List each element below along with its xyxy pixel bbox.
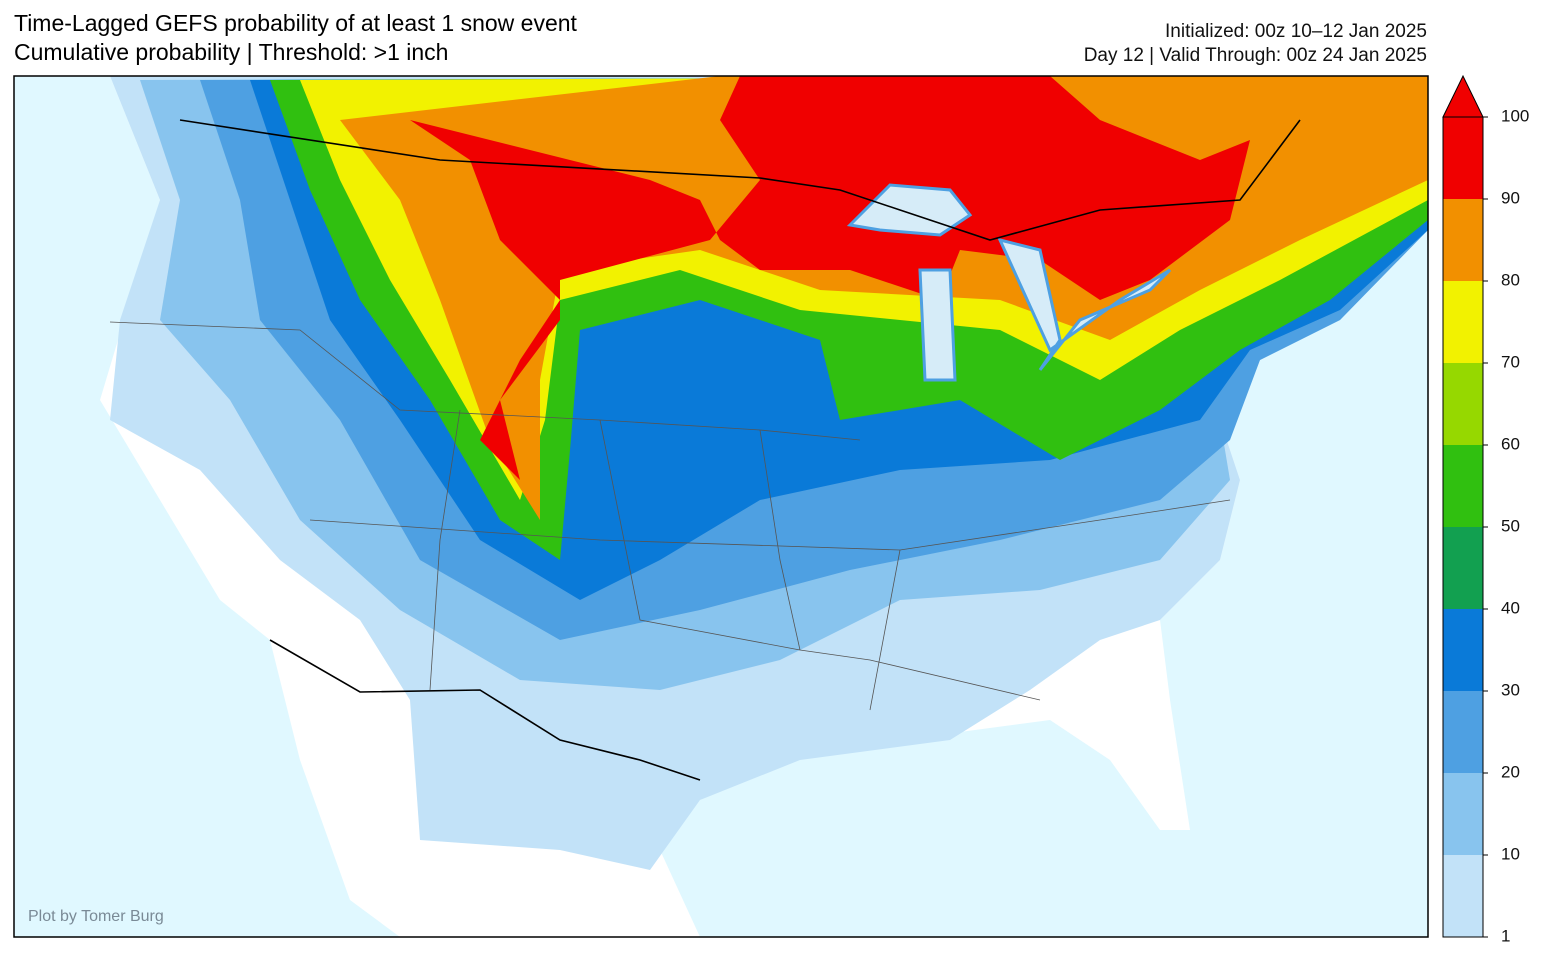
colorbar-segment [1443, 773, 1483, 855]
colorbar-label: 1 [1501, 926, 1510, 945]
colorbar-segment [1443, 445, 1483, 527]
colorbar-label: 100 [1501, 106, 1529, 125]
prob-90-100 [410, 76, 1250, 480]
colorbar-label: 70 [1501, 352, 1520, 371]
colorbar-segment [1443, 363, 1483, 445]
colorbar-label: 80 [1501, 270, 1520, 289]
colorbar-label: 90 [1501, 188, 1520, 207]
title: Time-Lagged GEFS probability of at least… [14, 10, 578, 36]
map-frame [13, 75, 1429, 938]
colorbar: 1 10 20 30 40 50 60 70 80 90 100 [1442, 74, 1529, 945]
colorbar-label: 60 [1501, 434, 1520, 453]
colorbar-extend [1442, 74, 1484, 118]
valid-info: Day 12 | Valid Through: 00z 24 Jan 2025 [1084, 45, 1427, 66]
colorbar-segment [1443, 527, 1483, 609]
colorbar-label: 50 [1501, 516, 1520, 535]
colorbar-label: 30 [1501, 680, 1520, 699]
colorbar-segment [1443, 199, 1483, 281]
colorbar-segment [1443, 691, 1483, 773]
colorbar-segment [1443, 281, 1483, 363]
great-lakes [846, 183, 1172, 382]
colorbar-segment [1443, 609, 1483, 691]
colorbar-segment [1443, 117, 1483, 199]
map: Plot by Tomer Burg [13, 75, 1429, 938]
credit: Plot by Tomer Burg [28, 908, 164, 925]
state-lines [109, 321, 1231, 711]
colorbar-segment [1443, 855, 1483, 937]
colorbar-label: 40 [1501, 598, 1520, 617]
colorbar-label: 10 [1501, 844, 1520, 863]
subtitle: Cumulative probability | Threshold: >1 i… [14, 39, 448, 65]
init-info: Initialized: 00z 10–12 Jan 2025 [1165, 21, 1427, 42]
border [179, 119, 1301, 781]
colorbar-label: 20 [1501, 762, 1520, 781]
